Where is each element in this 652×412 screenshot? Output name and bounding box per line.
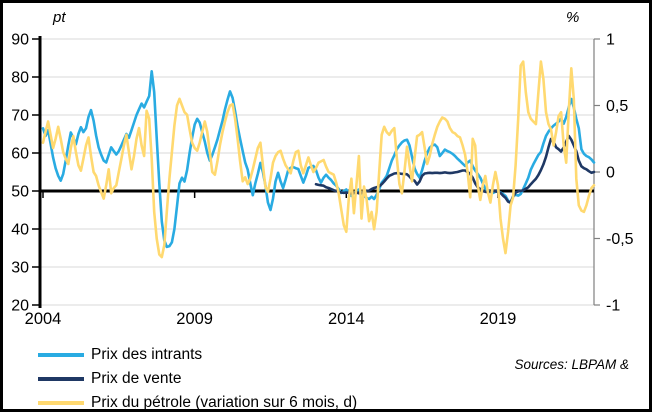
left-axis-tick-label: 40 — [11, 222, 29, 239]
right-axis-tick-label: -0,5 — [606, 231, 634, 248]
right-axis-tick-label: 1 — [606, 32, 615, 49]
left-axis-tick-label: 80 — [11, 70, 29, 87]
x-axis-tick-label: 2019 — [480, 310, 517, 328]
sources-note: Sources: LBPAM & — [514, 357, 629, 372]
left-axis-tick-label: 60 — [11, 146, 29, 163]
x-axis-tick-label: 2004 — [25, 310, 62, 328]
right-axis-tick-label: -1 — [606, 298, 620, 315]
left-axis-tick-label: 90 — [11, 32, 29, 49]
legend-item-prix-des-intrants: Prix des intrants — [3, 343, 473, 367]
chart-plot-area: 1 0,5 0 -0,5 -1 2004 2009 2014 2019 90 80 70 60 50 40 3… — [11, 32, 634, 329]
chart-legend: Prix des intrants Prix de vente Prix du … — [3, 343, 473, 411]
legend-swatch-blue-line — [38, 353, 84, 357]
x-axis-tick-label: 2009 — [176, 310, 213, 328]
series-line-0-pt — [41, 70, 596, 249]
left-axis-tick-label: 20 — [11, 298, 29, 315]
legend-item-prix-du-petrole: Prix du pétrole (variation sur 6 mois, d… — [3, 391, 473, 411]
left-axis-tick-label: 70 — [11, 108, 29, 125]
legend-label: Prix du pétrole (variation sur 6 mois, d… — [91, 394, 358, 411]
right-axis-tick-label: 0 — [606, 165, 615, 182]
left-axis-unit-label: pt — [53, 9, 66, 26]
legend-swatch-navy-line — [38, 377, 84, 381]
series-line-2-pct — [41, 60, 596, 259]
x-axis-tick-label: 2014 — [328, 310, 365, 328]
legend-item-prix-de-vente: Prix de vente — [3, 367, 473, 391]
legend-label: Prix de vente — [91, 370, 182, 387]
left-axis-tick-label: 50 — [11, 184, 29, 201]
right-axis-tick-label: 0,5 — [606, 98, 628, 115]
legend-swatch-yellow-line — [38, 401, 84, 405]
left-axis-tick-label: 30 — [11, 260, 29, 277]
right-axis-unit-label: % — [566, 9, 580, 26]
legend-label: Prix des intrants — [91, 346, 203, 363]
